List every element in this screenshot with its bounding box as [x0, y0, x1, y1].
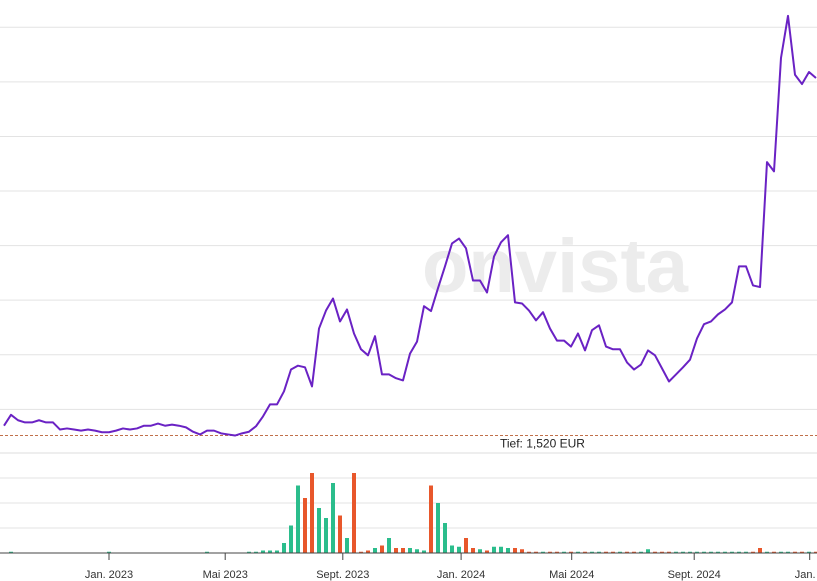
volume-bar — [247, 551, 251, 553]
volume-bar — [205, 551, 209, 553]
volume-bar — [674, 551, 678, 553]
volume-bar — [450, 545, 454, 553]
volume-bar — [653, 551, 657, 553]
volume-bar — [345, 538, 349, 553]
volume-bar — [737, 551, 741, 553]
volume-bar — [744, 551, 748, 553]
volume-bar — [107, 551, 111, 553]
volume-bar — [338, 515, 342, 553]
volume-bar — [317, 508, 321, 553]
volume-bar — [590, 551, 594, 553]
volume-bar — [814, 551, 817, 553]
x-tick-label: Sept. 2024 — [668, 569, 721, 581]
volume-bar — [415, 549, 419, 553]
volume-bar — [597, 551, 601, 553]
volume-bar — [401, 548, 405, 553]
volume-bar — [716, 551, 720, 553]
volume-bar — [310, 473, 314, 553]
volume-bar — [555, 551, 559, 553]
volume-bar — [436, 503, 440, 553]
volume-bar — [394, 548, 398, 553]
volume-bar — [723, 551, 727, 553]
volume-bar — [730, 551, 734, 553]
volume-bar — [520, 549, 524, 553]
volume-bar — [709, 551, 713, 553]
volume-bar — [667, 551, 671, 553]
volume-bar — [513, 548, 517, 553]
volume-bar — [506, 548, 510, 553]
volume-bar — [254, 551, 258, 553]
volume-bar — [422, 550, 426, 553]
volume-bar — [324, 518, 328, 553]
volume-bar — [9, 551, 13, 553]
watermark: onvista — [422, 224, 689, 309]
volume-bar — [807, 551, 811, 553]
volume-bar — [625, 551, 629, 553]
volume-bar — [646, 549, 650, 553]
volume-bar — [268, 550, 272, 553]
volume-bar — [443, 523, 447, 553]
volume-bar — [702, 551, 706, 553]
volume-bar — [492, 546, 496, 553]
volume-bar — [289, 525, 293, 553]
volume-bar — [478, 549, 482, 553]
volume-bar — [765, 551, 769, 553]
volume-bar — [576, 551, 580, 553]
volume-bar — [758, 548, 762, 553]
volume-bar — [331, 483, 335, 553]
volume-bar — [695, 551, 699, 553]
volume-bar — [366, 550, 370, 553]
volume-bar — [681, 551, 685, 553]
volume-bar — [457, 546, 461, 553]
x-tick-label: Jan. 2023 — [85, 569, 133, 581]
volume-bar — [618, 551, 622, 553]
volume-bar — [359, 551, 363, 553]
volume-bar — [534, 551, 538, 553]
volume-bar — [688, 551, 692, 553]
volume-bar — [583, 551, 587, 553]
volume-bar — [660, 551, 664, 553]
volume-bar — [408, 548, 412, 553]
volume-bar — [352, 473, 356, 553]
x-tick-label: Mai 2024 — [549, 569, 594, 581]
volume-bar — [282, 543, 286, 553]
volume-bar — [632, 551, 636, 553]
volume-bar — [772, 551, 776, 553]
volume-bar — [548, 551, 552, 553]
volume-bar — [541, 551, 545, 553]
volume-bar — [569, 551, 573, 553]
volume-bar — [387, 538, 391, 553]
volume-bar — [261, 550, 265, 553]
low-label: Tief: 1,520 EUR — [500, 437, 585, 451]
volume-bar — [639, 551, 643, 553]
volume-bar — [779, 551, 783, 553]
x-tick-label: Sept. 2023 — [316, 569, 369, 581]
volume-bar — [499, 546, 503, 553]
volume-bar — [373, 548, 377, 553]
volume-bar — [275, 550, 279, 553]
volume-bar — [527, 551, 531, 553]
volume-bar — [786, 551, 790, 553]
x-tick-label: Jan. 2 — [795, 569, 817, 581]
x-tick-label: Mai 2023 — [203, 569, 248, 581]
volume-bar — [296, 485, 300, 553]
volume-bar — [611, 551, 615, 553]
volume-bar — [380, 545, 384, 553]
volume-bar — [464, 538, 468, 553]
volume-bar — [471, 548, 475, 553]
volume-bar — [485, 550, 489, 553]
price-line — [3, 14, 817, 437]
volume-bar — [303, 498, 307, 553]
volume-bar — [429, 485, 433, 553]
volume-bar — [800, 551, 804, 553]
volume-bar — [604, 551, 608, 553]
x-tick-label: Jan. 2024 — [437, 569, 485, 581]
volume-bar — [793, 551, 797, 553]
volume-bar — [562, 551, 566, 553]
volume-bar — [751, 551, 755, 553]
